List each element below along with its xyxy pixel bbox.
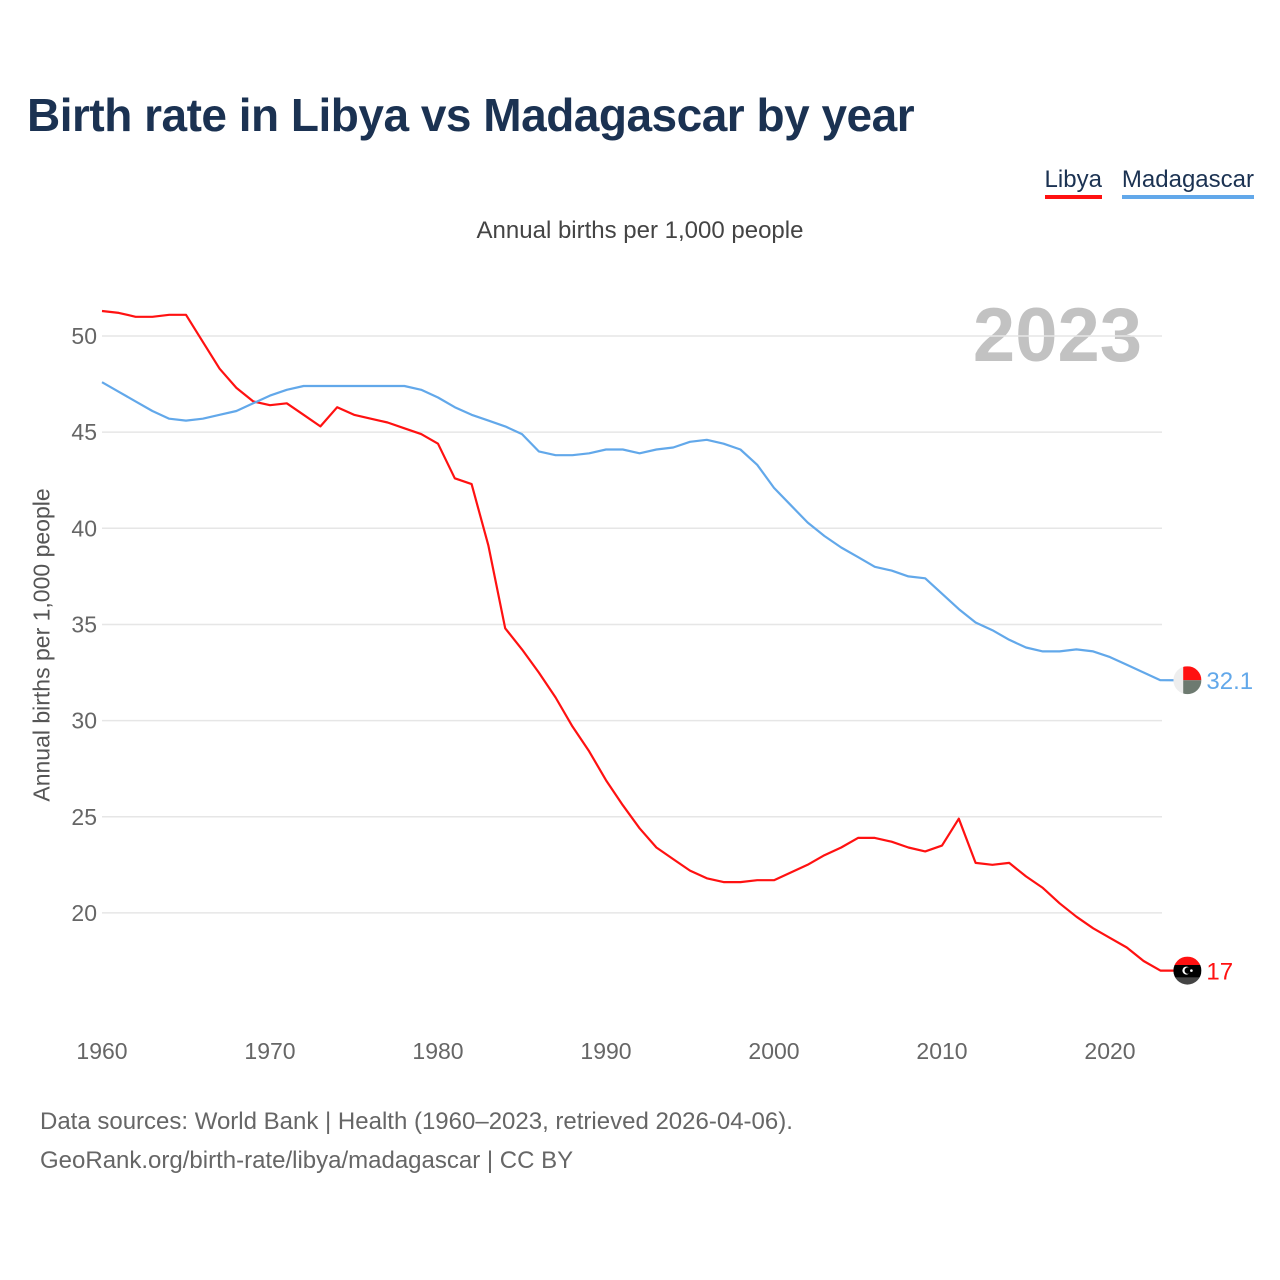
series-line-libya bbox=[101, 309, 1175, 972]
y-tick-30: 30 bbox=[71, 708, 97, 734]
legend-libya[interactable]: Libya bbox=[1044, 166, 1102, 199]
y-tick-35: 35 bbox=[71, 611, 97, 637]
x-tick-2020: 2020 bbox=[1084, 1038, 1135, 1064]
chart-subtitle: Annual births per 1,000 people bbox=[476, 217, 804, 244]
y-tick-20: 20 bbox=[71, 900, 97, 926]
chart-title: Birth rate in Libya vs Madagascar by yea… bbox=[27, 89, 915, 141]
x-tick-2010: 2010 bbox=[916, 1038, 967, 1064]
flag-madagascar-icon bbox=[1173, 666, 1202, 695]
flag-libya-icon bbox=[1173, 956, 1202, 985]
source-line-1: Data sources: World Bank | Health (1960–… bbox=[40, 1108, 793, 1135]
end-label-madagascar: 32.1 bbox=[1206, 668, 1253, 695]
x-tick-1960: 1960 bbox=[76, 1038, 127, 1064]
source-line-2: GeoRank.org/birth-rate/libya/madagascar … bbox=[40, 1147, 574, 1174]
y-tick-40: 40 bbox=[71, 515, 97, 541]
x-tick-1980: 1980 bbox=[412, 1038, 463, 1064]
series-line-madagascar bbox=[101, 381, 1175, 682]
x-tick-1970: 1970 bbox=[244, 1038, 295, 1064]
end-label-libya: 17 bbox=[1206, 959, 1233, 986]
x-tick-2000: 2000 bbox=[748, 1038, 799, 1064]
x-tick-1990: 1990 bbox=[580, 1038, 631, 1064]
legend: Libya Madagascar bbox=[1044, 166, 1254, 199]
y-tick-45: 45 bbox=[71, 419, 97, 445]
legend-madagascar[interactable]: Madagascar bbox=[1121, 166, 1254, 199]
y-tick-25: 25 bbox=[71, 804, 97, 830]
y-tick-50: 50 bbox=[71, 323, 97, 349]
